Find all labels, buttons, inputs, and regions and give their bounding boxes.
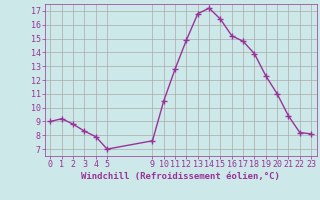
X-axis label: Windchill (Refroidissement éolien,°C): Windchill (Refroidissement éolien,°C): [81, 172, 280, 181]
